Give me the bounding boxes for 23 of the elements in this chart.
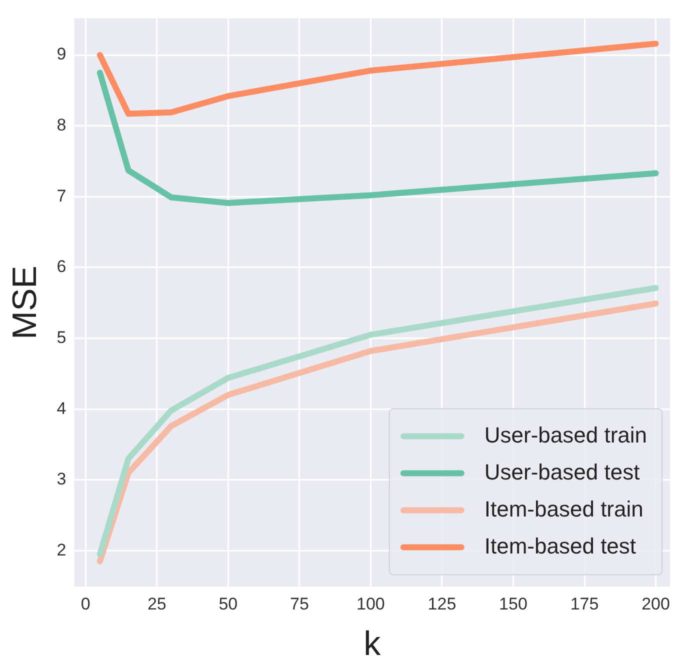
x-tick-label: 125 [428, 594, 456, 614]
x-tick-label: 175 [570, 594, 599, 614]
y-tick-label: 3 [56, 470, 66, 489]
y-tick-label: 6 [56, 257, 66, 276]
y-tick-label: 8 [56, 116, 66, 135]
x-axis-title: k [364, 624, 382, 663]
legend-label: Item-based test [484, 533, 636, 558]
x-tick-label: 50 [218, 594, 238, 614]
legend-label: User-based test [484, 459, 640, 484]
x-tick-label: 200 [642, 594, 670, 614]
x-tick-label: 0 [80, 594, 90, 614]
x-tick-label: 75 [290, 594, 309, 614]
y-tick-label: 5 [56, 328, 66, 347]
y-tick-label: 9 [56, 44, 66, 64]
y-axis-title: MSE [6, 266, 44, 340]
y-tick-label: 7 [56, 186, 66, 206]
x-tick-label: 100 [356, 594, 385, 614]
legend-label: User-based train [484, 422, 648, 448]
x-tick-label: 25 [147, 594, 166, 614]
x-tick-label: 150 [499, 594, 528, 614]
legend-label: Item-based train [484, 496, 644, 522]
y-tick-label: 4 [56, 398, 66, 418]
y-tick-label: 2 [56, 540, 66, 560]
